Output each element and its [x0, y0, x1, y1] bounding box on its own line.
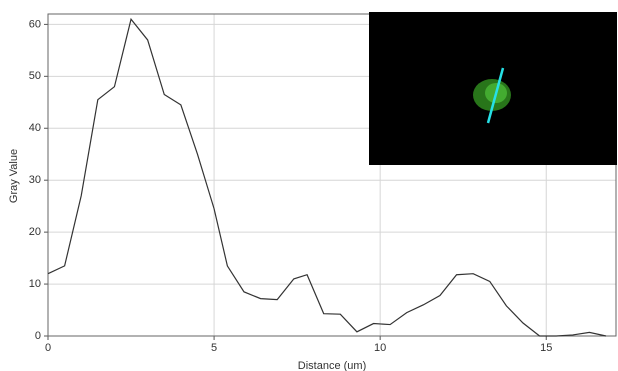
y-tick-label: 30 [29, 174, 41, 186]
y-axis-label: Gray Value [8, 149, 20, 203]
y-tick-label: 20 [29, 226, 41, 238]
y-tick-label: 60 [29, 18, 41, 30]
y-tick-label: 0 [35, 330, 41, 342]
x-tick-label: 10 [374, 342, 386, 354]
x-tick-label: 5 [211, 342, 217, 354]
x-tick-label: 15 [540, 342, 552, 354]
x-tick-label: 0 [45, 342, 51, 354]
chart: Gray Value Distance (um) 0 10 20 30 40 50 60 0 5… [0, 0, 618, 371]
y-tick-label: 50 [29, 70, 41, 82]
x-axis-label: Distance (um) [298, 360, 366, 371]
y-tick-label: 40 [29, 122, 41, 134]
inset-image [369, 12, 617, 165]
y-tick-label: 10 [29, 278, 41, 290]
